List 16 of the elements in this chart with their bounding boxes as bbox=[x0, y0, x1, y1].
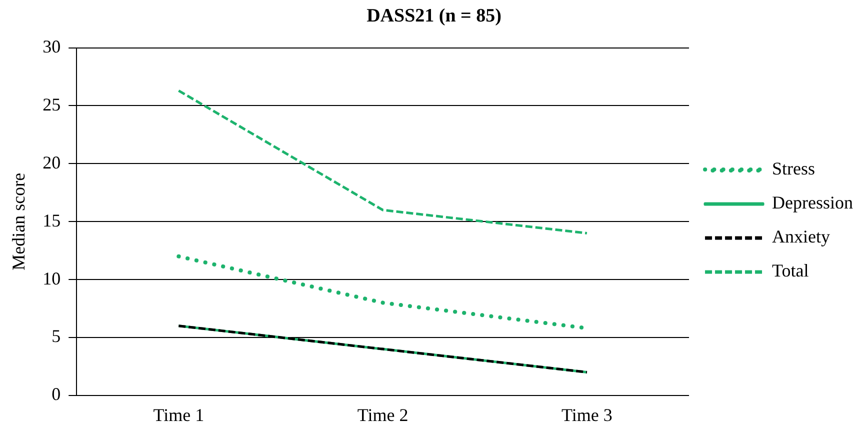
y-tick-label: 25 bbox=[42, 94, 61, 114]
x-tick-label: Time 3 bbox=[562, 404, 612, 425]
y-axis-title: Median score bbox=[8, 172, 29, 270]
y-tick-label: 0 bbox=[52, 384, 61, 404]
x-tick-label: Time 1 bbox=[153, 404, 204, 425]
chart-title: DASS21 (n = 85) bbox=[366, 5, 502, 26]
legend-label: Anxiety bbox=[772, 226, 830, 247]
x-tick-label: Time 2 bbox=[357, 404, 408, 425]
y-tick-label: 15 bbox=[42, 210, 61, 230]
legend-label: Stress bbox=[772, 158, 816, 179]
y-tick-label: 30 bbox=[42, 36, 61, 57]
legend-label: Total bbox=[772, 260, 809, 281]
legend-label: Depression bbox=[772, 192, 853, 213]
y-tick-label: 20 bbox=[42, 152, 61, 172]
y-tick-label: 5 bbox=[52, 326, 61, 346]
y-tick-label: 10 bbox=[42, 268, 61, 288]
